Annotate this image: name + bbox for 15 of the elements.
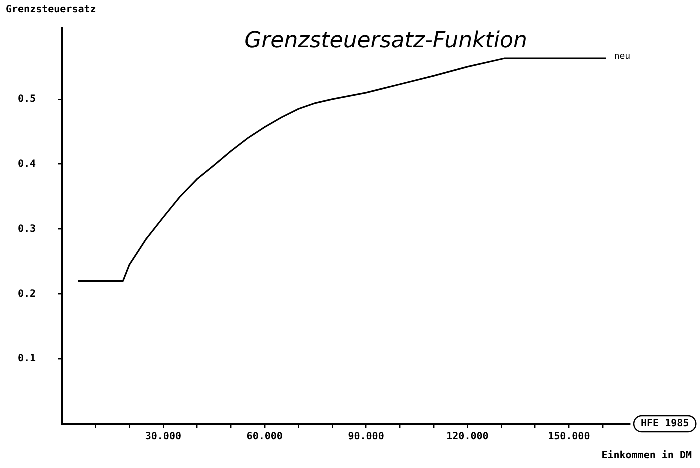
x-tick-label: 150.000 — [548, 432, 590, 443]
y-tick-label: 0.4 — [18, 158, 36, 170]
x-axis-title: Einkommen in DM — [602, 450, 692, 462]
x-tick-label: 120.000 — [446, 432, 489, 443]
x-tick-label: 60.000 — [246, 432, 283, 443]
y-tick-label: 0.2 — [18, 288, 36, 300]
chart-title: Grenzsteuersatz-Funktion — [244, 28, 528, 54]
series-label: neu — [614, 52, 631, 62]
x-tick-label: 90.000 — [348, 432, 384, 443]
y-tick-label: 0.5 — [18, 94, 36, 106]
text: HFE 1985 — [640, 418, 690, 430]
y-axis-title: Grenzsteuersatz — [6, 4, 96, 16]
x-tick-label: 30.000 — [145, 432, 182, 443]
y-tick-label: 0.1 — [18, 354, 36, 365]
y-tick-label: 0.3 — [18, 224, 36, 235]
